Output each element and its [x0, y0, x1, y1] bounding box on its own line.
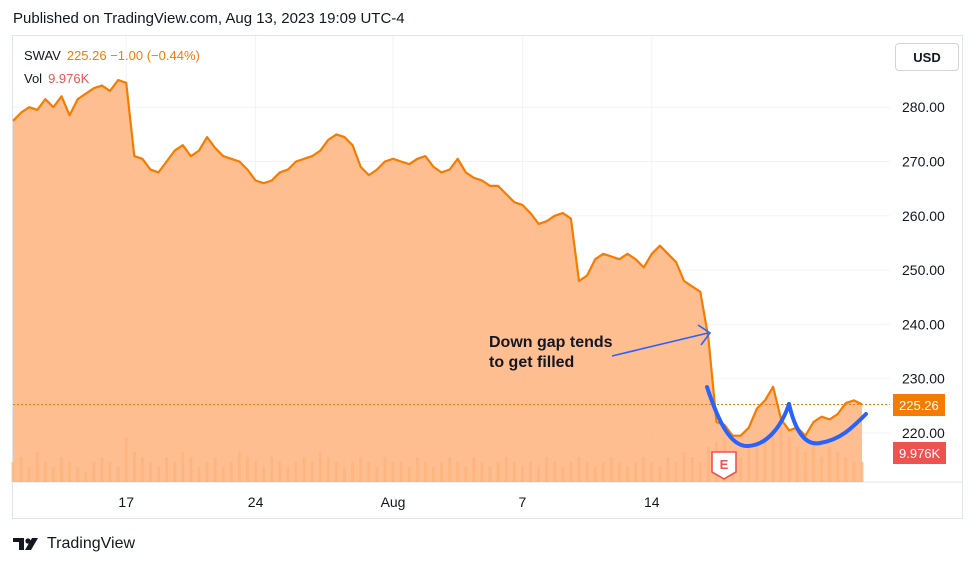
earnings-icon [711, 451, 737, 480]
x-axis: 17 24 Aug 7 14 [118, 494, 659, 510]
annotation-line-1: Down gap tends [489, 334, 613, 351]
earnings-marker[interactable]: E [711, 451, 737, 480]
legend-symbol[interactable]: SWAV [24, 48, 61, 63]
legend-price-change: 225.26 −1.00 (−0.44%) [66, 48, 200, 63]
x-tick-label: Aug [381, 494, 406, 510]
footer: TradingView [13, 535, 135, 553]
y-tick-label: 270.00 [902, 154, 945, 170]
published-caption: Published on TradingView.com, Aug 13, 20… [13, 10, 405, 27]
legend-vol-label[interactable]: Vol [24, 71, 43, 86]
legend-price: SWAV 225.26 −1.00 (−0.44%) [24, 48, 200, 63]
annotation: Down gap tends to get filled [489, 324, 868, 449]
cup-drawing-2 [787, 402, 868, 446]
x-tick-label: 7 [519, 494, 527, 510]
x-tick-label: 24 [248, 494, 264, 510]
y-tick-label: 240.00 [902, 316, 945, 332]
y-tick-label: 280.00 [902, 99, 945, 115]
chart-frame [12, 35, 963, 519]
x-tick-label: 17 [118, 494, 134, 510]
price-area [13, 80, 862, 482]
y-tick-label: 250.00 [902, 262, 945, 278]
annotation-line-2: to get filled [489, 354, 574, 371]
last-price-tag: 225.26 [893, 394, 945, 416]
earnings-label: E [720, 457, 729, 472]
y-axis: 220.00 230.00 240.00 250.00 260.00 270.00 280.… [902, 99, 945, 441]
cup-drawing-1 [705, 385, 791, 449]
x-tick-label: 14 [644, 494, 660, 510]
arrow-head-icon [697, 324, 712, 346]
annotation-arrow [611, 332, 709, 357]
tradingview-logo-icon [13, 538, 38, 550]
y-tick-label: 220.00 [902, 425, 945, 441]
legend-volume: Vol 9.976K [24, 71, 89, 86]
footer-brand: TradingView [47, 535, 136, 552]
legend-vol-value: 9.976K [48, 71, 90, 86]
y-tick-label: 230.00 [902, 371, 945, 387]
last-volume-tag: 9.976K [893, 442, 947, 464]
currency-button[interactable]: USD [895, 43, 959, 71]
y-tick-label: 260.00 [902, 208, 945, 224]
